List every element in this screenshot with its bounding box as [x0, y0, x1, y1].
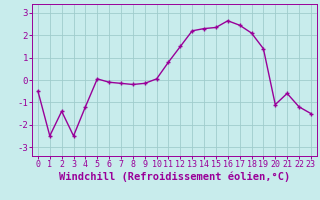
X-axis label: Windchill (Refroidissement éolien,°C): Windchill (Refroidissement éolien,°C) — [59, 172, 290, 182]
